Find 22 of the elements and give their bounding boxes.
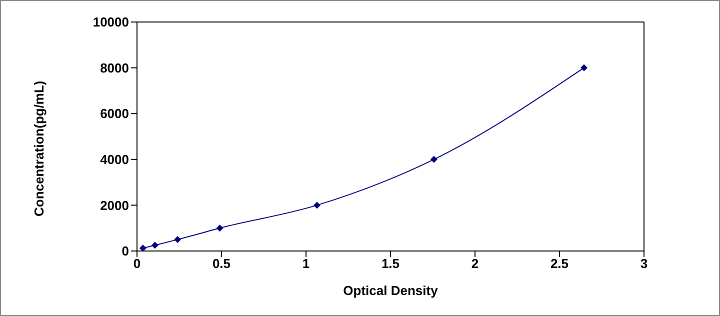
y-axis-title: Concentration(pg/mL) xyxy=(32,80,47,216)
point xyxy=(580,64,588,72)
y-tick-label: 4000 xyxy=(100,152,129,168)
point xyxy=(430,156,438,163)
x-tick-label: 0.5 xyxy=(212,256,231,272)
point xyxy=(139,244,146,251)
y-tick-label: 8000 xyxy=(100,60,129,76)
point xyxy=(313,202,320,209)
x-tick-label: 2 xyxy=(471,256,479,272)
x-tick-label: 2.5 xyxy=(550,256,569,272)
point xyxy=(174,236,182,244)
y-tick-label: 0 xyxy=(122,244,129,259)
x-axis-title: Optical Density xyxy=(343,283,439,298)
x-tick-label: 1 xyxy=(302,256,310,272)
x-tick-label: 1.5 xyxy=(381,256,400,272)
y-tick-label: 10000 xyxy=(92,14,129,30)
x-tick-label: 3 xyxy=(640,256,648,272)
point xyxy=(151,242,158,249)
point xyxy=(216,224,224,232)
x-tick-label: 0 xyxy=(133,256,141,272)
y-tick-label: 6000 xyxy=(100,106,129,122)
y-tick-label: 2000 xyxy=(100,198,129,213)
